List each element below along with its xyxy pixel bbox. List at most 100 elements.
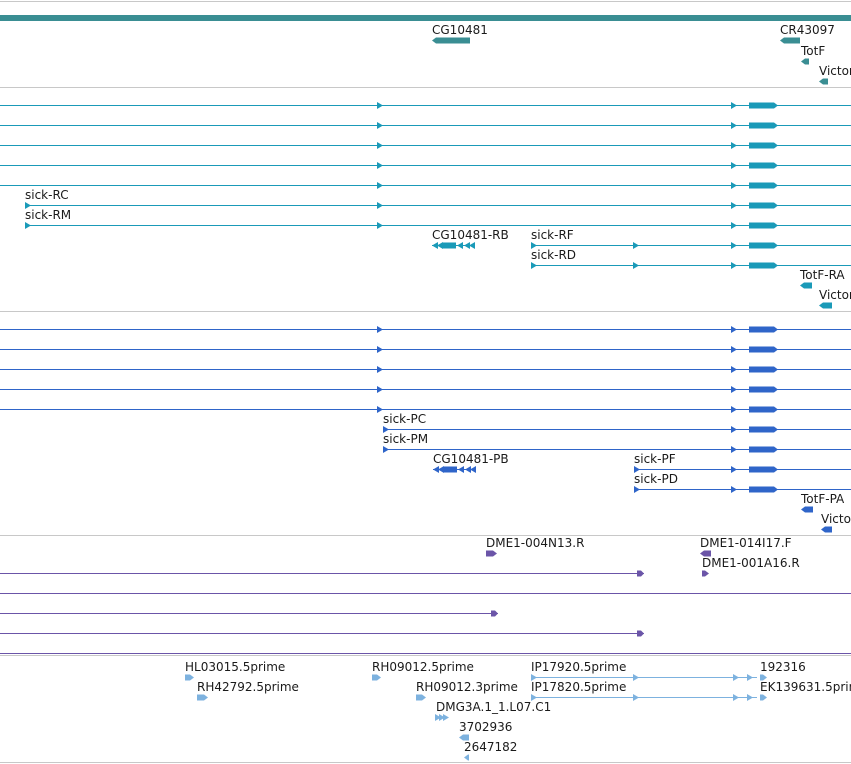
feature-label[interactable]: DME1-001A16.R	[702, 556, 800, 570]
strand-arrow	[731, 346, 737, 353]
exon-block	[749, 242, 778, 249]
feature-label[interactable]: TotF-RA	[800, 268, 845, 282]
feature-label[interactable]: sick-RC	[25, 188, 69, 202]
feature-label[interactable]: sick-RM	[25, 208, 72, 222]
feature-label[interactable]: sick-PD	[634, 472, 678, 486]
strand-arrow	[633, 694, 639, 701]
feature-box	[486, 550, 497, 557]
strand-arrow	[731, 242, 737, 249]
exon-block	[749, 262, 778, 269]
strand-arrow	[633, 262, 639, 269]
clone-end	[491, 610, 498, 617]
strand-arrow	[437, 242, 443, 249]
strand-arrow	[464, 242, 470, 249]
strand-arrow	[377, 346, 383, 353]
track-est	[185, 674, 767, 761]
feature-label[interactable]: DME1-014I17.F	[700, 536, 792, 550]
strand-arrow	[433, 466, 439, 473]
feature-label[interactable]: Victor	[821, 512, 851, 526]
strand-arrow	[438, 466, 444, 473]
strand-arrow	[383, 446, 389, 453]
feature-cds-5	[0, 406, 851, 413]
strand-arrow	[733, 694, 739, 701]
feature-box	[702, 570, 709, 577]
exon-block	[749, 446, 778, 453]
feature-box	[819, 302, 832, 309]
feature-label[interactable]: DME1-004N13.R	[486, 536, 585, 550]
feature-label[interactable]: CG10481	[432, 23, 488, 37]
strand-arrow	[531, 262, 537, 269]
feature-gene-top-bar	[0, 15, 851, 21]
exon-block	[443, 466, 457, 473]
feature-label[interactable]: EK139631.5prime	[760, 680, 851, 694]
feature-label[interactable]: CG10481-PB	[433, 452, 509, 466]
feature-tx-victor	[819, 302, 832, 309]
feature-label[interactable]: TotF-PA	[801, 492, 845, 506]
strand-arrow	[731, 366, 737, 373]
feature-box	[780, 37, 800, 44]
strand-arrow	[731, 222, 737, 229]
exon-block	[749, 366, 778, 373]
exon-block	[749, 162, 778, 169]
feature-label[interactable]: RH09012.3prime	[416, 680, 518, 694]
feature-label[interactable]: IP17920.5prime	[531, 660, 627, 674]
strand-arrow	[377, 202, 383, 209]
feature-label[interactable]: Victor	[819, 288, 851, 302]
feature-cds-4	[0, 386, 851, 393]
feature-label[interactable]: DMG3A.1_1.L07.C1	[436, 700, 552, 714]
strand-arrow	[383, 426, 389, 433]
exon-block	[749, 182, 778, 189]
exon-block	[749, 386, 778, 393]
feature-cds-2	[0, 346, 851, 353]
feature-clone-line-3	[0, 610, 498, 617]
feature-clone-line-1	[0, 570, 644, 577]
feature-gene-cg10481	[432, 37, 470, 44]
feature-box	[700, 550, 711, 557]
feature-label[interactable]: 2647182	[464, 740, 518, 754]
feature-label[interactable]: IP17820.5prime	[531, 680, 627, 694]
feature-box	[760, 694, 767, 701]
strand-arrow	[377, 366, 383, 373]
feature-label[interactable]: CG10481-RB	[432, 228, 509, 242]
strand-arrow	[731, 486, 737, 493]
strand-arrow	[377, 122, 383, 129]
feature-tx-totf-ra	[800, 282, 812, 289]
feature-label[interactable]: CR43097	[780, 23, 835, 37]
feature-label[interactable]: Victor	[819, 64, 851, 78]
feature-bar	[0, 15, 851, 21]
strand-arrow	[731, 446, 737, 453]
strand-arrow	[469, 242, 475, 249]
feature-label[interactable]: RH09012.5prime	[372, 660, 474, 674]
exon-block	[749, 102, 778, 109]
feature-label[interactable]: sick-RD	[531, 248, 577, 262]
exon-block	[749, 202, 778, 209]
feature-label[interactable]: 192316	[760, 660, 806, 674]
strand-arrow	[435, 714, 441, 721]
feature-label[interactable]: RH42792.5prime	[197, 680, 299, 694]
feature-est-rh09012-5	[372, 674, 381, 681]
feature-label[interactable]: 3702936	[459, 720, 513, 734]
clone-end	[637, 570, 644, 577]
strand-arrow	[731, 262, 737, 269]
feature-cds-sick-pf	[634, 466, 851, 473]
feature-label[interactable]: HL03015.5prime	[185, 660, 286, 674]
strand-arrow	[377, 102, 383, 109]
feature-label[interactable]: sick-RF	[531, 228, 574, 242]
exon-block	[749, 406, 778, 413]
feature-gene-victor	[819, 78, 828, 85]
strand-arrow	[531, 242, 537, 249]
feature-cds-sick-pc	[383, 426, 851, 433]
feature-label[interactable]: TotF	[801, 44, 826, 58]
feature-clone-dme1-001a16	[702, 570, 709, 577]
feature-label[interactable]: sick-PF	[634, 452, 676, 466]
feature-cds-victor	[821, 526, 832, 533]
strand-arrow	[731, 162, 737, 169]
feature-box	[800, 282, 812, 289]
feature-label[interactable]: sick-PC	[383, 412, 427, 426]
feature-label[interactable]: sick-PM	[383, 432, 429, 446]
feature-tx-sick-rc	[25, 202, 851, 209]
strand-arrow	[377, 326, 383, 333]
feature-box	[432, 37, 470, 44]
strand-arrow	[377, 386, 383, 393]
